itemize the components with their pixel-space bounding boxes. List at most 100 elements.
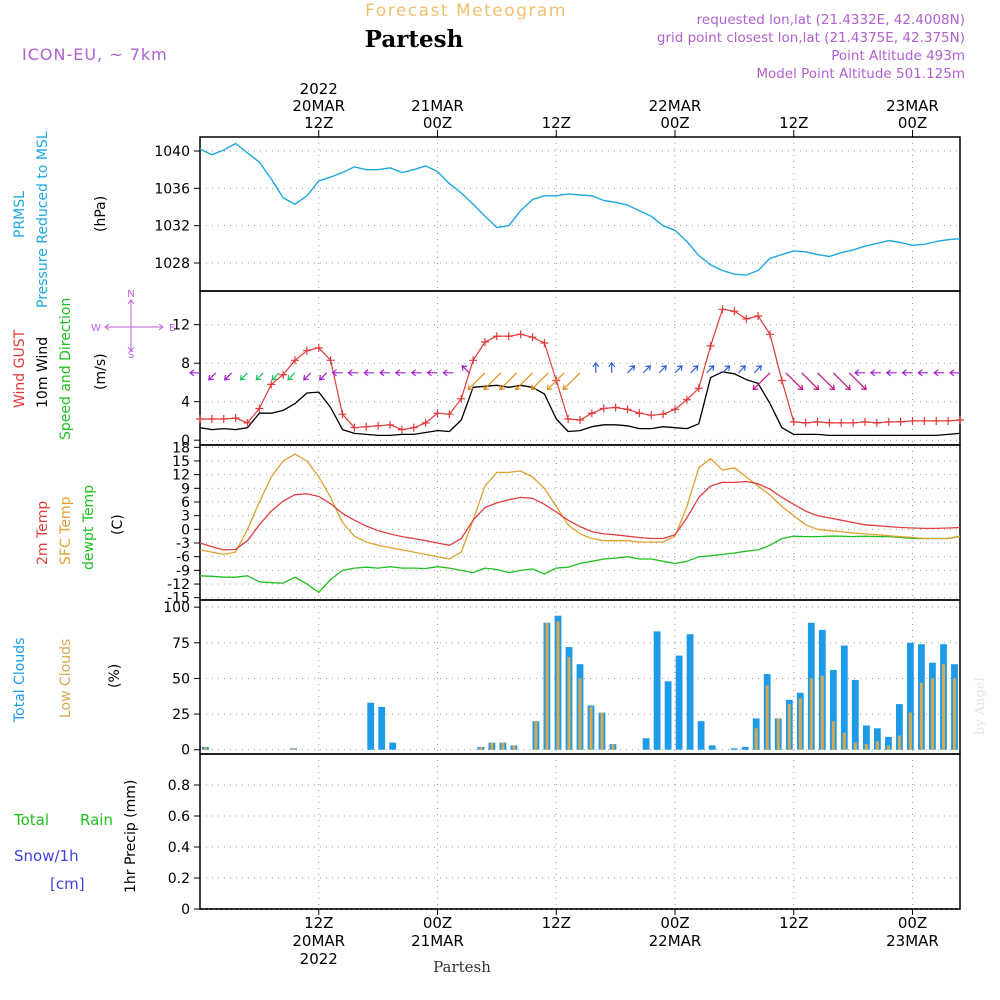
gust-marker [207, 415, 216, 424]
low-cloud-bar [831, 721, 835, 750]
precip-labels: Total Rain Snow/1h [cm] 1hr Precip (mm) [13, 780, 139, 893]
gust-marker [326, 356, 335, 365]
low-cloud-bar [809, 678, 813, 750]
requested-coords: requested lon,lat (21.4332E, 42.4008N) [697, 12, 965, 28]
gust-marker [825, 418, 834, 427]
total-cloud-bar [642, 738, 650, 750]
pressure-line [199, 142, 961, 276]
gust-marker [659, 410, 668, 419]
gust-marker [291, 356, 299, 365]
ytick-label: 100 [163, 600, 190, 616]
gust-marker [884, 417, 893, 426]
bottom-time-label: 00Z [423, 914, 452, 932]
low-cloud-bar [919, 682, 923, 750]
chart-title: Forecast Meteogram [365, 1, 567, 21]
ytick-label: -12 [167, 577, 190, 593]
gust-marker [706, 341, 715, 350]
gust-marker [932, 416, 941, 425]
gust-marker [587, 409, 596, 418]
wind-barb [885, 369, 897, 377]
pressure-series [199, 142, 961, 276]
ytick-label: 0 [181, 743, 190, 759]
wind-speed-line [199, 371, 961, 437]
bottom-time-label: 23MAR [886, 932, 939, 950]
low-cloud-bar [942, 664, 945, 750]
ytick-label: 0.8 [168, 778, 190, 794]
low-cloud-bar [864, 744, 868, 750]
wind-barb [514, 372, 533, 391]
cm-label: [cm] [50, 875, 85, 893]
ytick-label: 1040 [154, 144, 190, 160]
gust-marker [231, 414, 240, 423]
low-cloud-bar [611, 744, 615, 750]
gust-marker [777, 376, 786, 385]
total-cloud-bar [389, 742, 397, 750]
low-cloud-bar [556, 621, 560, 750]
gust-marker [754, 312, 763, 321]
wind-barb [801, 372, 820, 391]
wind-barb [546, 372, 565, 391]
total-cloud-bar [851, 679, 859, 750]
gust-marker [564, 415, 573, 424]
wind-barb [674, 365, 683, 374]
total-cloud-bar [675, 655, 683, 750]
wind-barb [949, 369, 960, 377]
ytick-label: 0.2 [168, 871, 190, 887]
wind-barb [287, 372, 296, 381]
station-name: Partesh [365, 26, 464, 53]
gust-marker [944, 416, 953, 425]
gust-marker [481, 338, 489, 347]
celsius-label: (C) [110, 514, 126, 535]
top-time-label: 12Z [542, 114, 571, 132]
wind-barb [331, 369, 343, 377]
low-cloud-bar [600, 712, 604, 750]
ytick-label: 8 [181, 356, 190, 372]
top-time-label: 23MAR [886, 97, 939, 115]
low-cloud-bar [931, 678, 934, 750]
wind-barb [706, 365, 715, 374]
panel-frame [199, 444, 961, 601]
ytick-label: -15 [167, 591, 190, 607]
ytick-label: 0.4 [168, 840, 190, 856]
low-cloud-bar [897, 735, 901, 750]
cloud-series [202, 615, 958, 750]
gust-marker [279, 370, 288, 379]
low-cloud-bar [567, 657, 571, 750]
wind-barb [832, 372, 851, 391]
ytick-label: 1032 [154, 219, 190, 235]
ytick-label: 50 [172, 671, 190, 687]
total-cloud-bar [697, 721, 705, 750]
wind-barb [722, 365, 731, 374]
wind-barb [208, 372, 217, 381]
panel-pressure: 1028 1032 1036 1040 [154, 136, 961, 292]
low-cloud-bar [842, 732, 846, 750]
total-cloud-bar [730, 748, 738, 750]
percent-label: (%) [107, 664, 123, 688]
wind-barb [461, 365, 470, 374]
ytick-label: 9 [181, 481, 190, 497]
dewpt-line [199, 535, 961, 593]
wind-barb [854, 369, 865, 377]
wind-barb [426, 369, 438, 377]
compass-arrows [104, 299, 164, 352]
total-label: Total [13, 811, 49, 829]
gust-marker [635, 409, 644, 418]
wind-barb [869, 369, 881, 377]
ytick-label: 4 [181, 395, 190, 411]
low-cloud-bar [490, 742, 494, 750]
low-cloud-bar [545, 622, 549, 750]
total-cloud-bar [653, 631, 661, 750]
ytick-label: 0.6 [168, 809, 190, 825]
gust-marker [386, 420, 394, 429]
wind-barb [592, 361, 600, 373]
low-cloud-bar [953, 678, 956, 750]
prmsl-label: PRMSL [12, 191, 28, 238]
compass-rose: N S W E [91, 289, 175, 361]
wind-gust-line [200, 308, 961, 431]
gust-marker [409, 423, 418, 432]
pressure-labels: PRMSL Pressure Reduced to MSL (hPa) [12, 131, 109, 308]
low-cloud-bar [853, 742, 857, 750]
low-cloud-bar [512, 745, 516, 750]
wind-barb [690, 365, 699, 374]
